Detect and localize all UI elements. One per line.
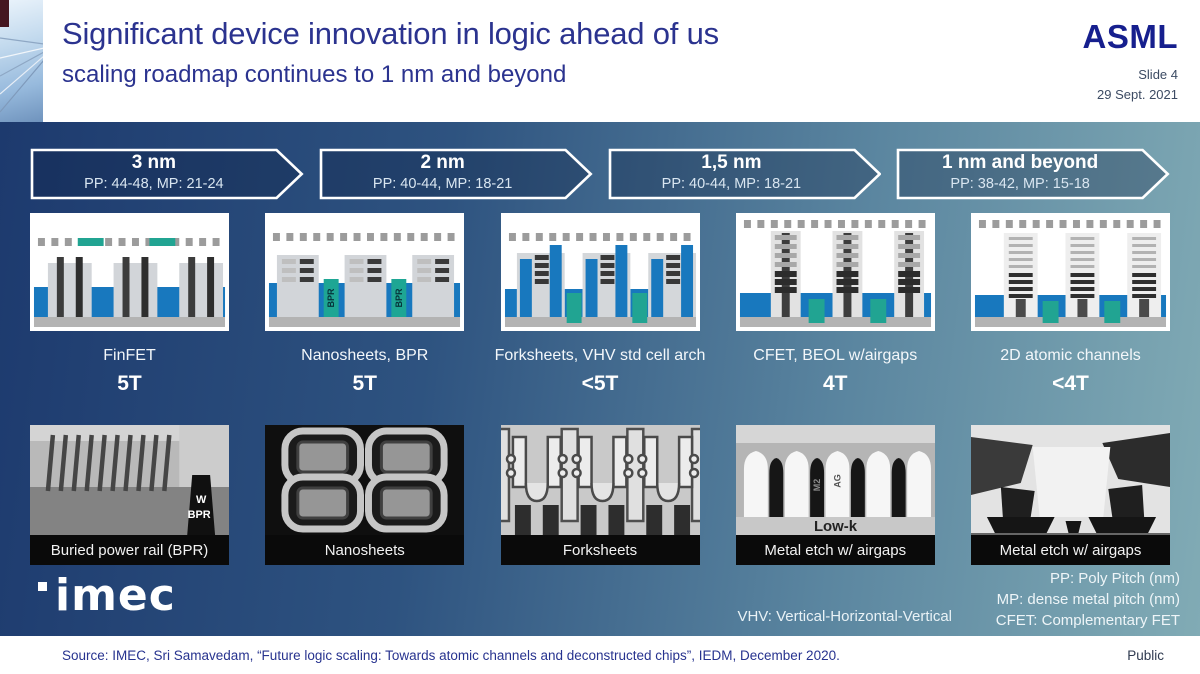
metal-etch-tem-image: M2 AG Low-k bbox=[735, 425, 935, 535]
roadmap-chevrons: 3 nm PP: 44-48, MP: 21-24 2 nm PP: 40-44… bbox=[30, 148, 1170, 200]
classification-label: Public bbox=[1127, 647, 1164, 663]
imec-logo-text: imec bbox=[55, 570, 176, 621]
micrograph-nanosheets: Nanosheets bbox=[265, 425, 465, 565]
corner-accent bbox=[0, 0, 9, 27]
cfet-diagram bbox=[735, 213, 935, 331]
micrograph-caption: Nanosheets bbox=[265, 535, 465, 565]
abbr-cfet: CFET: Complementary FET bbox=[995, 612, 1180, 629]
forksheets-diagram bbox=[500, 213, 700, 331]
device-track-height: 5T bbox=[117, 372, 142, 395]
node-pitches: PP: 38-42, MP: 15-18 bbox=[950, 176, 1090, 192]
device-track-height: 5T bbox=[352, 372, 377, 395]
node-title: 2 nm bbox=[420, 152, 465, 173]
device-name: Nanosheets, BPR bbox=[301, 347, 429, 364]
forksheets-tem-image bbox=[500, 425, 700, 535]
chevron-shape bbox=[319, 148, 593, 200]
micrograph-caption: Buried power rail (BPR) bbox=[30, 535, 229, 565]
page-subtitle: scaling roadmap continues to 1 nm and be… bbox=[62, 61, 567, 88]
chevron-shape bbox=[896, 148, 1170, 200]
slide-header: Significant device innovation in logic a… bbox=[0, 0, 1200, 122]
device-track-height: 4T bbox=[822, 372, 848, 395]
micrograph-metal-etch-1: M2 AG Low-k Metal etch w/ airgaps bbox=[735, 425, 935, 565]
node-title: 1 nm and beyond bbox=[942, 152, 1099, 173]
2d-atomic-diagram bbox=[971, 213, 1170, 331]
chevron-shape bbox=[30, 148, 304, 200]
micrograph-metal-etch-2: Metal etch w/ airgaps bbox=[971, 425, 1170, 565]
device-column-forksheets: Forksheets, VHV std cell arch <5T bbox=[495, 213, 705, 396]
roadmap-node-2nm: 2 nm PP: 40-44, MP: 18-21 bbox=[319, 148, 593, 200]
w-annotation: W bbox=[196, 494, 207, 506]
imec-logo: imec bbox=[38, 570, 176, 621]
abbreviations-footnote: PP: Poly Pitch (nm) MP: dense metal pitc… bbox=[996, 568, 1180, 631]
roadmap-node-1-5nm: 1,5 nm PP: 40-44, MP: 18-21 bbox=[608, 148, 882, 200]
node-title: 1,5 nm bbox=[701, 152, 762, 173]
node-pitches: PP: 40-44, MP: 18-21 bbox=[372, 176, 513, 192]
abbr-mp: MP: dense metal pitch (nm) bbox=[996, 591, 1180, 608]
micrograph-caption: Metal etch w/ airgaps bbox=[735, 535, 935, 565]
slide-date: 29 Sept. 2021 bbox=[1097, 87, 1178, 103]
decoration-lines bbox=[0, 37, 43, 113]
node-pitches: PP: 40-44, MP: 18-21 bbox=[661, 176, 802, 192]
nanosheets-tem-image bbox=[265, 425, 465, 535]
node-title: 3 nm bbox=[131, 152, 177, 173]
asml-logo: ASML bbox=[1082, 18, 1178, 55]
finfet-diagram bbox=[30, 213, 229, 331]
bpr-label: BPR bbox=[326, 288, 336, 308]
roadmap-node-1nm-beyond: 1 nm and beyond PP: 38-42, MP: 15-18 bbox=[896, 148, 1170, 200]
page-title: Significant device innovation in logic a… bbox=[62, 16, 719, 51]
m2-annotation: M2 bbox=[812, 479, 822, 492]
bpr-annotation: BPR bbox=[188, 509, 211, 521]
device-column-2d-atomic: 2D atomic channels <4T bbox=[971, 213, 1170, 396]
bpr-tem-image: W BPR bbox=[30, 425, 229, 535]
device-name: FinFET bbox=[103, 347, 156, 364]
device-diagram-row: FinFET 5T bbox=[30, 213, 1170, 396]
imec-logo-square bbox=[38, 582, 47, 591]
micrograph-row: W BPR Buried power rail (BPR) bbox=[30, 425, 1170, 565]
device-track-height: <4T bbox=[1052, 372, 1089, 395]
ag-annotation: AG bbox=[832, 474, 842, 488]
abbr-pp: PP: Poly Pitch (nm) bbox=[1049, 570, 1180, 587]
roadmap-node-3nm: 3 nm PP: 44-48, MP: 21-24 bbox=[30, 148, 304, 200]
source-citation: Source: IMEC, Sri Samavedam, “Future log… bbox=[62, 647, 840, 663]
device-column-finfet: FinFET 5T bbox=[30, 213, 229, 396]
bpr-label: BPR bbox=[394, 288, 404, 308]
device-name: Forksheets, VHV std cell arch bbox=[494, 347, 706, 364]
nanosheets-diagram: BPR BPR bbox=[265, 213, 465, 331]
slide-footer: Source: IMEC, Sri Samavedam, “Future log… bbox=[0, 636, 1200, 674]
device-track-height: <5T bbox=[581, 372, 619, 395]
lowk-annotation: Low-k bbox=[814, 518, 858, 535]
node-pitches: PP: 44-48, MP: 21-24 bbox=[84, 176, 224, 192]
device-column-cfet: CFET, BEOL w/airgaps 4T bbox=[735, 213, 935, 396]
device-name: CFET, BEOL w/airgaps bbox=[753, 347, 918, 364]
micrograph-bpr: W BPR Buried power rail (BPR) bbox=[30, 425, 229, 565]
slide-body: 3 nm PP: 44-48, MP: 21-24 2 nm PP: 40-44… bbox=[0, 122, 1200, 636]
metal-etch-airgap-tem-image bbox=[971, 425, 1170, 535]
micrograph-caption: Forksheets bbox=[500, 535, 700, 565]
micrograph-caption: Metal etch w/ airgaps bbox=[971, 535, 1170, 565]
device-column-nanosheets: BPR BPR Nanosheets, BPR 5T bbox=[265, 213, 465, 396]
vhv-footnote: VHV: Vertical-Horizontal-Vertical bbox=[737, 608, 952, 625]
device-name: 2D atomic channels bbox=[1000, 347, 1141, 364]
micrograph-forksheets: Forksheets bbox=[500, 425, 700, 565]
chevron-shape bbox=[608, 148, 882, 200]
slide-number: Slide 4 bbox=[1138, 67, 1178, 82]
